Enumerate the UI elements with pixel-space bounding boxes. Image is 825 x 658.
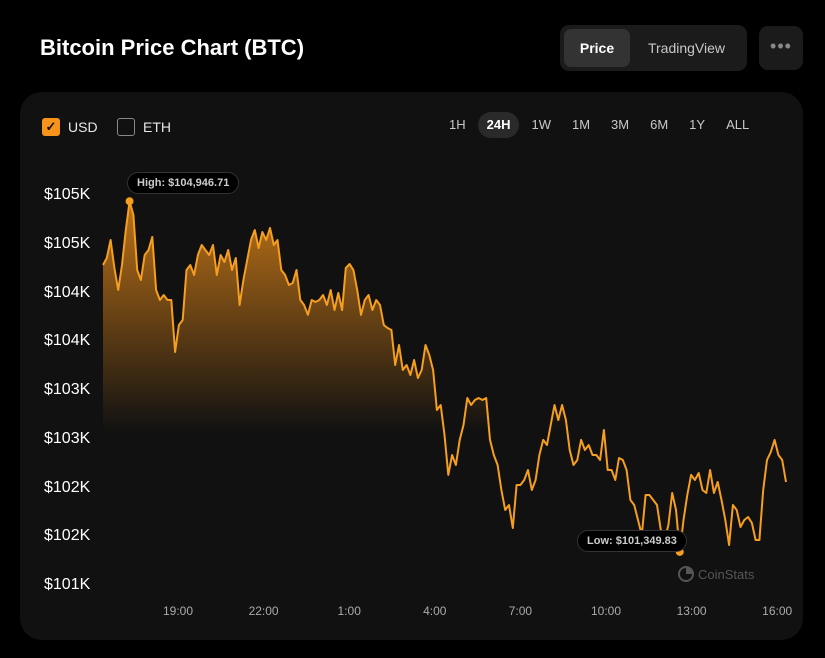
checkmark-icon: ✓ [42,118,60,136]
usd-label: USD [68,119,98,135]
time-range-selector: 1H 24H 1W 1M 3M 6M 1Y ALL [440,112,761,138]
range-24h[interactable]: 24H [477,112,520,138]
coinstats-logo-icon [678,566,694,582]
y-tick-label: $104K [44,283,91,301]
x-tick-label: 22:00 [248,604,279,618]
eth-label: ETH [143,119,171,135]
range-1m[interactable]: 1M [571,117,591,132]
page-title: Bitcoin Price Chart (BTC) [40,35,305,60]
ellipsis-icon: ••• [770,36,792,56]
coinstats-watermark: CoinStats [678,566,754,582]
x-tick-label: 13:00 [676,604,707,618]
y-tick-label: $105K [44,186,91,203]
eth-checkbox[interactable]: ETH [117,118,171,136]
range-6m[interactable]: 6M [650,117,669,132]
x-tick-label: 10:00 [590,604,622,618]
high-point [125,197,134,206]
y-tick-label: $103K [44,381,91,398]
tab-tradingview[interactable]: TradingView [647,40,726,56]
high-tooltip: High: $104,946.71 [127,172,240,194]
range-all[interactable]: ALL [726,117,750,132]
tab-price[interactable]: Price [564,29,630,67]
checkbox-empty-icon [117,118,135,136]
view-toggle: Price TradingView [560,25,747,71]
y-tick-label: $104K [44,332,91,350]
y-tick-label: $105K [44,234,91,252]
x-tick-label: 1:00 [337,604,361,618]
usd-checkbox[interactable]: ✓ USD [42,118,98,136]
x-tick-label: 19:00 [162,604,194,618]
y-tick-label: $102K [44,527,91,545]
x-tick-label: 7:00 [508,604,533,618]
more-options-button[interactable]: ••• [759,26,803,70]
x-tick-label: 4:00 [423,604,447,618]
range-1w[interactable]: 1W [531,117,551,132]
range-3m[interactable]: 3M [611,117,630,132]
range-1h[interactable]: 1H [449,117,466,132]
range-1y[interactable]: 1Y [689,117,706,132]
y-tick-label: $103K [44,429,91,447]
price-line [102,200,787,553]
x-tick-label: 16:00 [762,604,793,618]
low-tooltip: Low: $101,349.83 [577,530,687,552]
y-tick-label: $102K [44,478,91,496]
y-tick-label: $101K [44,576,91,593]
price-area [103,201,786,586]
